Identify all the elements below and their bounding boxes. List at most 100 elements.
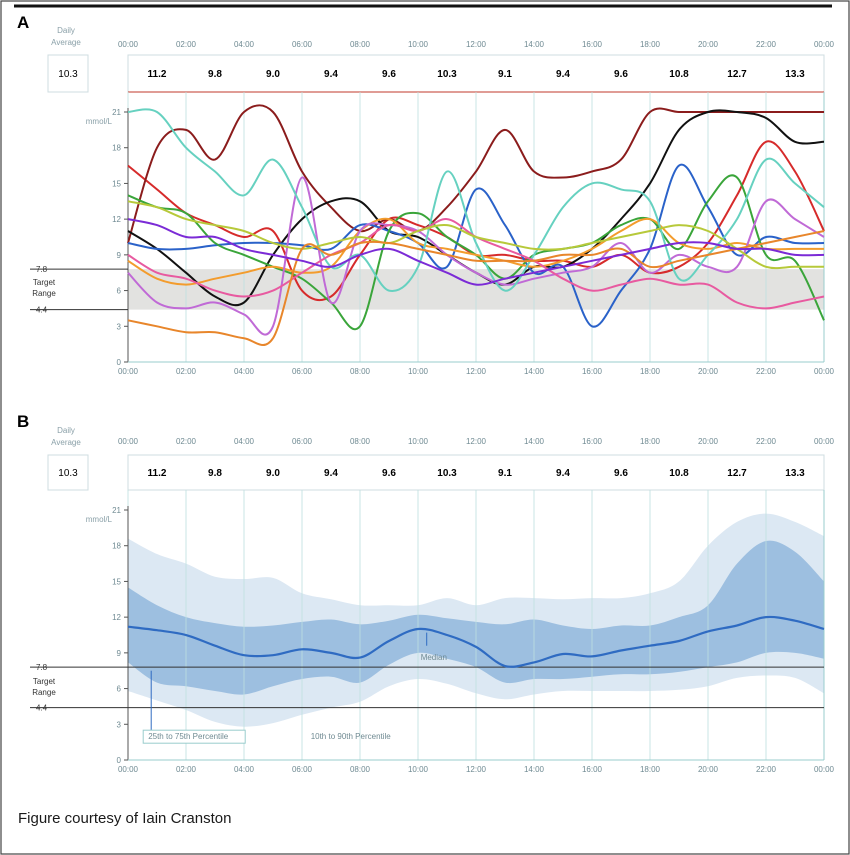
glucose-series-line	[127, 163, 825, 328]
x-tick-label: 14:00	[524, 765, 545, 774]
top-tick-label: 00:00	[814, 40, 835, 49]
y-tick-label: 15	[112, 577, 121, 586]
hourly-average-value: 11.2	[148, 69, 167, 80]
y-tick-label: 3	[117, 322, 122, 331]
hourly-average-value: 9.6	[382, 468, 396, 479]
top-tick-label: 00:00	[118, 40, 139, 49]
median-line	[127, 615, 825, 668]
x-tick-label: 18:00	[640, 765, 661, 774]
target-high-label: 7.8	[36, 265, 48, 274]
y-axis-unit: mmol/L	[86, 117, 113, 126]
x-tick-label: 12:00	[466, 765, 487, 774]
x-tick-label: 00:00	[814, 367, 835, 376]
hourly-average-value: 10.3	[437, 468, 457, 479]
hourly-average-value: 9.1	[498, 468, 512, 479]
daily-average-value: 10.3	[58, 468, 78, 479]
hourly-average-value: 10.8	[669, 69, 689, 80]
x-tick-label: 14:00	[524, 367, 545, 376]
top-tick-label: 10:00	[408, 40, 429, 49]
hourly-average-value: 9.4	[324, 69, 338, 80]
hourly-average-value: 9.4	[556, 468, 570, 479]
top-tick-label: 12:00	[466, 40, 487, 49]
x-tick-label: 10:00	[408, 765, 429, 774]
target-range-label-line1: Target	[33, 278, 56, 287]
top-tick-label: 18:00	[640, 40, 661, 49]
y-tick-label: 6	[117, 685, 122, 694]
top-tick-label: 06:00	[292, 40, 313, 49]
target-range-label-line1: Target	[33, 677, 56, 686]
glucose-series-line	[127, 176, 825, 336]
top-tick-label: 08:00	[350, 437, 371, 446]
x-tick-label: 04:00	[234, 367, 255, 376]
top-tick-label: 10:00	[408, 437, 429, 446]
top-tick-label: 20:00	[698, 40, 719, 49]
y-tick-label: 21	[112, 108, 121, 117]
panel-letter-b: B	[17, 412, 29, 431]
y-tick-label: 0	[117, 756, 122, 765]
glucose-series-line	[127, 200, 824, 270]
top-tick-label: 16:00	[582, 437, 603, 446]
target-low-label: 4.4	[36, 704, 48, 713]
hourly-average-value: 9.0	[266, 468, 280, 479]
iqr-label-box	[142, 729, 246, 744]
glucose-series-line	[127, 230, 825, 347]
top-time-ticks: 00:00 02:00 04:00 06:00 08:00 10:00 12:00 14:00…	[118, 437, 835, 446]
top-tick-label: 00:00	[118, 437, 139, 446]
panel-b: Daily Average 10.3 00:00 02:00 04:00 06:00 0…	[30, 426, 835, 774]
hourly-average-value: 10.8	[669, 468, 689, 479]
hourly-average-value: 13.3	[785, 69, 805, 80]
top-tick-label: 12:00	[466, 437, 487, 446]
y-tick-label: 21	[112, 506, 121, 515]
y-tick-label: 0	[117, 358, 122, 367]
y-tick-label: 18	[112, 144, 121, 153]
daily-average-value: 10.3	[58, 69, 78, 80]
y-tick-label: 9	[117, 251, 122, 260]
hourly-average-value: 9.6	[614, 69, 628, 80]
x-tick-label: 02:00	[176, 765, 197, 774]
x-tick-label: 12:00	[466, 367, 487, 376]
x-tick-label: 00:00	[814, 765, 835, 774]
top-tick-label: 00:00	[814, 437, 835, 446]
top-tick-label: 02:00	[176, 40, 197, 49]
top-tick-label: 16:00	[582, 40, 603, 49]
panel-a: Daily Average 10.3 00:00 02:00 04:00 06:00 0…	[30, 26, 835, 376]
x-tick-label: 04:00	[234, 765, 255, 774]
x-tick-label: 16:00	[582, 765, 603, 774]
hourly-average-value: 9.4	[324, 468, 338, 479]
y-tick-label: 3	[117, 720, 122, 729]
hourly-average-value: 9.0	[266, 69, 280, 80]
hourly-averages: 11.2 9.8 9.0 9.4 9.6 10.3 9.1 9.4 9.6 10.8 12.7 13.…	[148, 468, 806, 479]
daily-average-box	[47, 454, 89, 491]
hourly-average-value: 9.8	[208, 468, 222, 479]
x-tick-label: 00:00	[118, 765, 139, 774]
x-tick-label: 08:00	[350, 765, 371, 774]
y-tick-label: 15	[112, 179, 121, 188]
hourly-average-value: 12.7	[727, 468, 747, 479]
y-tick-label: 9	[117, 649, 122, 658]
y-tick-label: 12	[112, 613, 121, 622]
daily-average-label-line1: Daily	[57, 26, 75, 35]
top-tick-label: 18:00	[640, 437, 661, 446]
y-tick-label: 6	[117, 287, 122, 296]
x-tick-label: 06:00	[292, 765, 313, 774]
x-tick-label: 16:00	[582, 367, 603, 376]
target-range-label-line2: Range	[32, 688, 56, 697]
top-tick-label: 02:00	[176, 437, 197, 446]
y-tick-label: 18	[112, 542, 121, 551]
daily-average-label-line2: Average	[51, 438, 81, 447]
median-label: Median	[421, 653, 447, 662]
x-tick-label: 02:00	[176, 367, 197, 376]
target-range-label-line2: Range	[32, 289, 56, 298]
hourly-average-strip	[127, 454, 825, 491]
x-tick-label: 20:00	[698, 765, 719, 774]
hourly-average-value: 12.7	[727, 69, 747, 80]
plot-area: 00:00 02:00 04:00 06:00 08:00 10:00 12:00 14:00…	[30, 92, 835, 376]
top-time-ticks: 00:00 02:00 04:00 06:00 08:00 10:00 12:00 14:00…	[118, 40, 835, 49]
top-tick-label: 14:00	[524, 437, 545, 446]
idr-label: 10th to 90th Percentile	[311, 732, 392, 741]
daily-average-box	[47, 54, 89, 93]
x-tick-label: 06:00	[292, 367, 313, 376]
hourly-average-value: 13.3	[785, 468, 805, 479]
hourly-average-value: 10.3	[437, 69, 457, 80]
